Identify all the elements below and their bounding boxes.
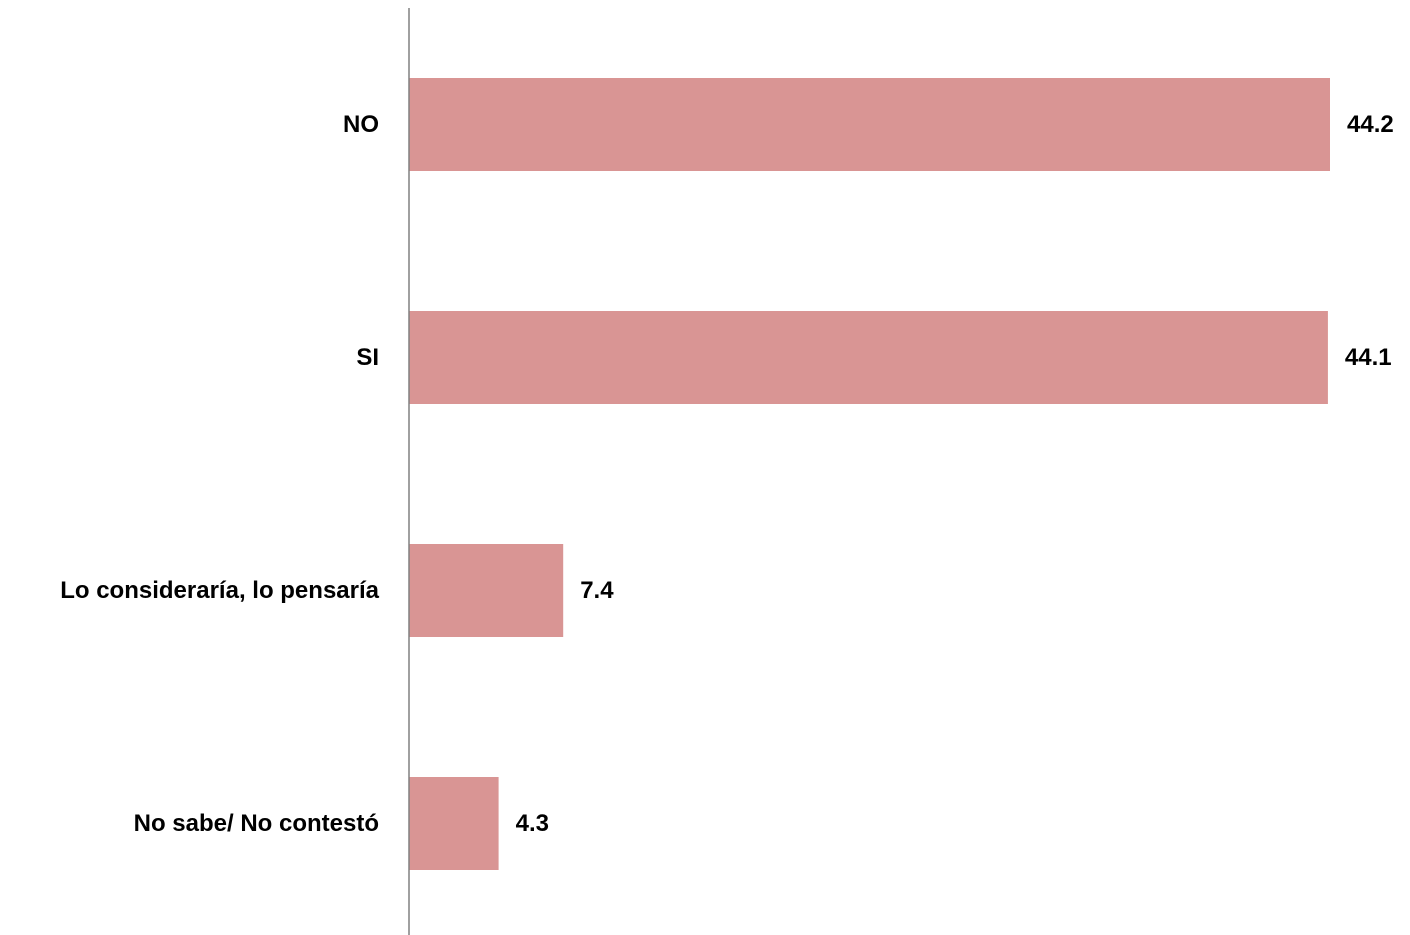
bar — [409, 544, 564, 637]
category-label: NO — [343, 111, 379, 138]
value-label: 44.2 — [1347, 111, 1394, 138]
category-label: No sabe/ No contestó — [134, 810, 379, 837]
bar — [409, 78, 1330, 171]
value-label: 4.3 — [516, 810, 549, 837]
bar — [409, 777, 499, 870]
category-labels-group: NO SI Lo consideraría, lo pensaría No sabe/… — [60, 111, 379, 837]
category-label: Lo consideraría, lo pensaría — [60, 577, 379, 604]
category-label: SI — [356, 344, 379, 371]
value-label: 7.4 — [580, 577, 614, 604]
bar — [409, 311, 1328, 404]
value-label: 44.1 — [1345, 344, 1392, 371]
bars-group — [409, 78, 1330, 870]
value-labels-group: 44.2 44.1 7.4 4.3 — [516, 111, 1394, 837]
